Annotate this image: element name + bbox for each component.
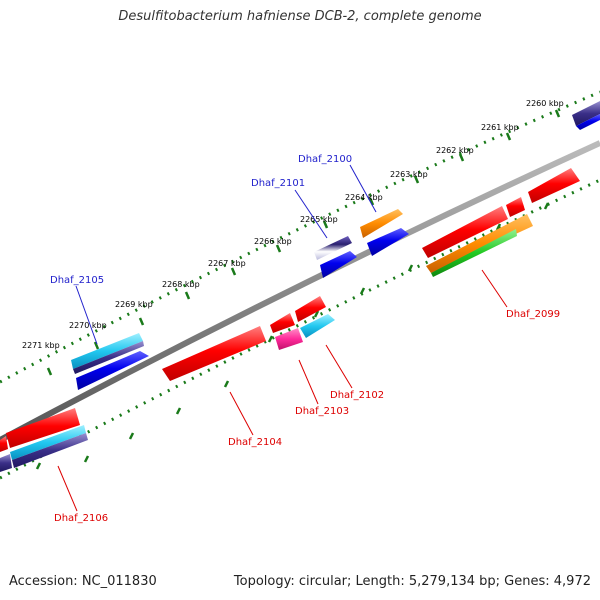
label-connectors <box>57 164 508 512</box>
gene-arrow-navy-2106[interactable] <box>12 433 88 468</box>
connector-2104 <box>229 391 254 436</box>
gene-label-dhaf-2104[interactable]: Dhaf_2104 <box>228 437 282 448</box>
gene-arrow-blue-2260[interactable] <box>576 114 600 130</box>
gene-arrow-red-2099a[interactable] <box>528 168 580 203</box>
gene-arrow-red-2106b[interactable] <box>0 436 8 452</box>
gene-arrow-navy-2260[interactable] <box>572 101 600 126</box>
inner-scale-ring <box>0 178 600 480</box>
scale-label-2265: 2265 kbp <box>300 215 338 224</box>
connector-2103 <box>298 359 319 405</box>
connector-2099 <box>481 269 508 308</box>
gene-label-dhaf-2100[interactable]: Dhaf_2100 <box>298 154 352 165</box>
connector-2102 <box>325 344 353 389</box>
forward-strand-genes <box>71 101 600 390</box>
scale-label-2271: 2271 kbp <box>22 341 60 350</box>
accession-text: Accession: NC_011830 <box>9 574 157 589</box>
gene-arrow-cyan-2106[interactable] <box>10 425 86 460</box>
scale-label-2262: 2262 kbp <box>436 146 474 155</box>
gene-arrow-orange-2099[interactable] <box>426 214 533 273</box>
gene-label-dhaf-2099[interactable]: Dhaf_2099 <box>506 309 560 320</box>
gene-arrow-cyan-2102[interactable] <box>300 314 335 338</box>
scale-label-2263: 2263 kbp <box>390 170 428 179</box>
gene-label-dhaf-2106[interactable]: Dhaf_2106 <box>54 513 108 524</box>
scale-label-2261: 2261 kbp <box>481 123 519 132</box>
connector-2106 <box>57 465 78 512</box>
scale-label-2268: 2268 kbp <box>162 280 200 289</box>
scale-labels: 2260 kbp 2261 kbp 2262 kbp 2263 kbp 2264… <box>22 99 564 350</box>
outer-major-ticks <box>46 109 561 376</box>
genome-summary-text: Topology: circular; Length: 5,279,134 bp… <box>233 574 591 589</box>
gene-arrow-blue-2100[interactable] <box>367 228 409 256</box>
gene-arrow-orange-2100[interactable] <box>360 209 403 238</box>
gene-arrow-red-2106[interactable] <box>6 408 80 448</box>
gene-arrow-navy-2101[interactable] <box>314 236 352 260</box>
reverse-strand-genes <box>0 168 580 472</box>
scale-label-2269: 2269 kbp <box>115 300 153 309</box>
page-title: Desulfitobacterium hafniense DCB-2, comp… <box>118 9 482 24</box>
gene-arrow-red-2099c[interactable] <box>422 206 508 258</box>
gene-arrow-green-2099[interactable] <box>431 229 517 277</box>
gene-label-dhaf-2102[interactable]: Dhaf_2102 <box>330 390 384 401</box>
gene-arrow-blue-2101[interactable] <box>320 251 357 278</box>
gene-arrow-navy-2105[interactable] <box>73 341 144 374</box>
connector-2100 <box>349 164 377 213</box>
connector-2105 <box>75 285 98 345</box>
gene-label-dhaf-2103[interactable]: Dhaf_2103 <box>295 406 349 417</box>
gene-arrow-red-2103b[interactable] <box>270 313 295 333</box>
connector-2101 <box>294 189 328 239</box>
inner-major-ticks <box>35 202 550 470</box>
scale-label-2260: 2260 kbp <box>526 99 564 108</box>
gene-arrow-red-2104[interactable] <box>162 326 266 381</box>
gene-label-dhaf-2101[interactable]: Dhaf_2101 <box>251 178 305 189</box>
gene-arrow-navy-2106b[interactable] <box>0 454 12 472</box>
scale-label-2267: 2267 kbp <box>208 259 246 268</box>
gene-arrow-red-2103[interactable] <box>295 296 326 322</box>
scale-label-2264: 2264 kbp <box>345 193 383 202</box>
gene-arrow-cyan-2105[interactable] <box>71 333 143 369</box>
scale-label-2266: 2266 kbp <box>254 237 292 246</box>
genome-backbone <box>0 140 600 443</box>
gene-arrow-red-2099b[interactable] <box>506 197 525 217</box>
gene-arrow-magenta-2103[interactable] <box>275 328 303 350</box>
gene-labels: Dhaf_2100 Dhaf_2101 Dhaf_2105 Dhaf_2099 … <box>50 154 560 524</box>
scale-label-2270: 2270 kbp <box>69 321 107 330</box>
gene-arrow-blue-2105[interactable] <box>76 351 149 390</box>
gene-label-dhaf-2105[interactable]: Dhaf_2105 <box>50 275 104 286</box>
